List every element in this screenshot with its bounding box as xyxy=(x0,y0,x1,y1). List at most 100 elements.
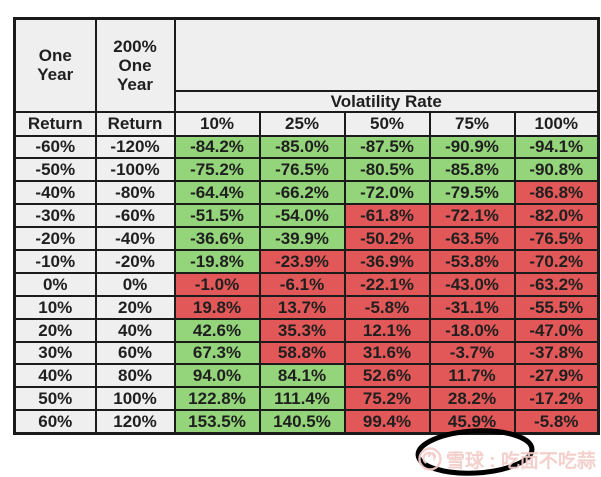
table-row: 10% 20% 19.8% 13.7% -5.8% -31.1% -55.5% xyxy=(13,294,600,320)
result-cell: 11.7% xyxy=(428,363,516,389)
volatility-column-header-100: 100% xyxy=(513,110,600,137)
table-row: 60% 120% 153.5% 140.5% 99.4% 45.9% -5.8% xyxy=(13,409,600,435)
result-cell: -19.8% xyxy=(173,248,261,274)
result-cell: 45.9% xyxy=(428,409,516,435)
leveraged-return-cell: 0% xyxy=(94,271,176,297)
one-year-return-cell: 40% xyxy=(13,363,97,389)
result-cell: 28.2% xyxy=(428,386,516,412)
result-cell: -50.2% xyxy=(343,226,431,251)
result-cell: 75.2% xyxy=(343,386,431,412)
result-cell: -54.0% xyxy=(258,203,346,229)
table-body: -60% -120% -84.2% -85.0% -87.5% -90.9% -94.1% -… xyxy=(13,134,600,435)
one-year-return-cell: 50% xyxy=(13,386,97,412)
result-cell: -22.1% xyxy=(343,271,431,297)
result-cell: -36.9% xyxy=(343,248,431,274)
result-cell: 52.6% xyxy=(343,363,431,389)
leveraged-return-cell: 80% xyxy=(94,363,176,389)
watermark: 雪球 : 吃面不吃蒜 xyxy=(417,444,596,474)
result-cell: -43.0% xyxy=(428,271,516,297)
result-cell: 35.3% xyxy=(258,317,346,343)
result-cell: 31.6% xyxy=(343,340,431,366)
volatility-group-row: Volatility Rate xyxy=(15,89,600,113)
table-row: 0% 0% -1.0% -6.1% -22.1% -43.0% -63.2% xyxy=(13,271,600,297)
result-cell: -72.0% xyxy=(343,180,431,206)
one-year-header: One Year xyxy=(13,17,97,113)
result-cell: -86.8% xyxy=(513,180,600,206)
result-cell: 94.0% xyxy=(173,363,261,389)
leveraged-return-cell: -100% xyxy=(94,157,176,183)
result-cell: -90.9% xyxy=(428,134,516,160)
volatility-column-header-75: 75% xyxy=(428,110,516,137)
table-row: -10% -20% -19.8% -23.9% -36.9% -53.8% -70.2% xyxy=(13,248,600,274)
result-cell: -53.8% xyxy=(428,248,516,274)
leveraged-return-cell: -120% xyxy=(94,134,176,160)
column-header-row: Return Return 10% 25% 50% 75% 100% xyxy=(13,110,600,137)
result-cell: -61.8% xyxy=(343,203,431,229)
result-cell: -39.9% xyxy=(258,226,346,251)
result-cell: -79.5% xyxy=(428,180,516,206)
result-cell: 19.8% xyxy=(173,294,261,320)
volatility-rate-group-header: Volatility Rate xyxy=(173,89,600,113)
leveraged-return-cell: -40% xyxy=(94,226,176,251)
result-cell: 140.5% xyxy=(258,409,346,435)
result-cell: -85.0% xyxy=(258,134,346,160)
one-year-return-cell: -10% xyxy=(13,248,97,274)
result-cell: -63.5% xyxy=(428,226,516,251)
one-year-return-cell: -30% xyxy=(13,203,97,229)
result-cell: 99.4% xyxy=(343,409,431,435)
result-cell: -55.5% xyxy=(513,294,600,320)
result-cell: -66.2% xyxy=(258,180,346,206)
result-cell: 42.6% xyxy=(173,317,261,343)
returns-volatility-table: One Year 200% One Year Volatility Rate R… xyxy=(13,17,600,435)
volatility-column-header-50: 50% xyxy=(343,110,431,137)
result-cell: -87.5% xyxy=(343,134,431,160)
table-row: -60% -120% -84.2% -85.0% -87.5% -90.9% -94.1% xyxy=(13,134,600,160)
result-cell: -64.4% xyxy=(173,180,261,206)
one-year-return-cell: 30% xyxy=(13,340,97,366)
result-cell: -90.8% xyxy=(513,157,600,183)
result-cell: -1.0% xyxy=(173,271,261,297)
watermark-text: 雪球 : 吃面不吃蒜 xyxy=(446,450,596,472)
table-row: -40% -80% -64.4% -66.2% -72.0% -79.5% -86.8% xyxy=(13,180,600,206)
result-cell: -51.5% xyxy=(173,203,261,229)
table-row: 40% 80% 94.0% 84.1% 52.6% 11.7% -27.9% xyxy=(13,363,600,389)
leveraged-return-cell: -20% xyxy=(94,248,176,274)
result-cell: 153.5% xyxy=(173,409,261,435)
leveraged-return-cell: 20% xyxy=(94,294,176,320)
one-year-return-cell: -40% xyxy=(13,180,97,206)
leveraged-return-cell: -60% xyxy=(94,203,176,229)
result-cell: -6.1% xyxy=(258,271,346,297)
leveraged-return-cell: -80% xyxy=(94,180,176,206)
return-column-header: Return xyxy=(13,110,97,137)
result-cell: -85.8% xyxy=(428,157,516,183)
table-row: 20% 40% 42.6% 35.3% 12.1% -18.0% -47.0% xyxy=(13,317,600,343)
table-row: -50% -100% -75.2% -76.5% -80.5% -85.8% -90.8% xyxy=(13,157,600,183)
header-spacer xyxy=(173,17,600,92)
one-year-return-cell: -60% xyxy=(13,134,97,160)
volatility-column-header-10: 10% xyxy=(173,110,261,137)
leveraged-return-cell: 100% xyxy=(94,386,176,412)
one-year-return-cell: 20% xyxy=(13,317,97,343)
result-cell: 111.4% xyxy=(258,386,346,412)
result-cell: -84.2% xyxy=(173,134,261,160)
one-year-return-cell: 60% xyxy=(13,409,97,435)
result-cell: -18.0% xyxy=(428,317,516,343)
result-cell: -82.0% xyxy=(513,203,600,229)
table-row: -20% -40% -36.6% -39.9% -50.2% -63.5% -76.5% xyxy=(13,226,600,251)
result-cell: -76.5% xyxy=(258,157,346,183)
result-cell: -72.1% xyxy=(428,203,516,229)
leveraged-return-cell: 120% xyxy=(94,409,176,435)
result-cell: 12.1% xyxy=(343,317,431,343)
leveraged-header: 200% One Year xyxy=(94,17,176,113)
one-year-return-cell: -20% xyxy=(13,226,97,251)
result-cell: -36.6% xyxy=(173,226,261,251)
volatility-column-header-25: 25% xyxy=(258,110,346,137)
result-cell: -94.1% xyxy=(513,134,600,160)
result-cell: 84.1% xyxy=(258,363,346,389)
result-cell: -23.9% xyxy=(258,248,346,274)
one-year-return-cell: 10% xyxy=(13,294,97,320)
result-cell: 122.8% xyxy=(173,386,261,412)
result-cell: -5.8% xyxy=(513,409,600,435)
result-cell: -37.8% xyxy=(513,340,600,366)
one-year-return-cell: 0% xyxy=(13,271,97,297)
